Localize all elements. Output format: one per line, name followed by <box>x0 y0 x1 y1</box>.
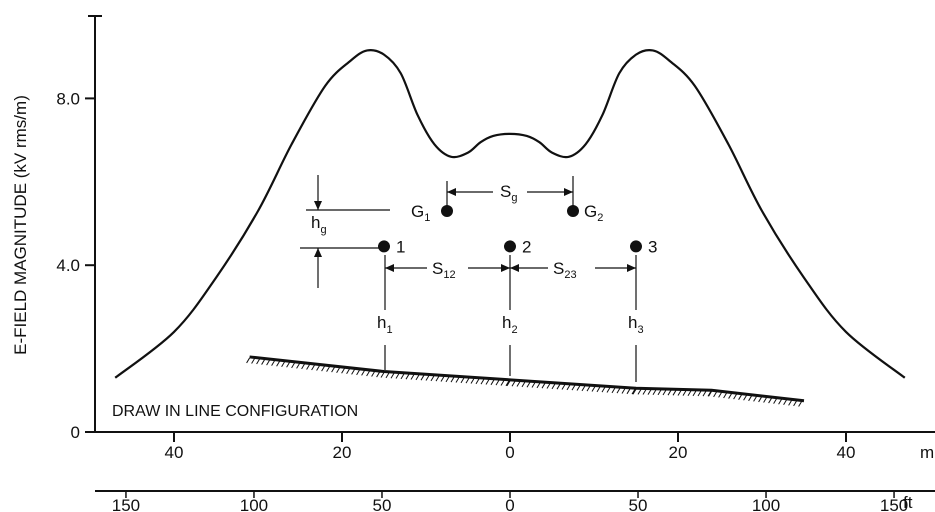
ground-hatching <box>246 357 803 407</box>
x-tick-label-ft: 100 <box>752 496 780 512</box>
label-h3: h3 <box>628 313 644 336</box>
x-ticks-meters: 40 20 0 20 40 <box>165 432 856 462</box>
ground-profile <box>246 355 805 407</box>
label-s23: S23 <box>553 259 577 281</box>
x-tick-label-m: 0 <box>505 443 514 462</box>
efield-curve <box>114 49 906 379</box>
phase-conductor-1 <box>378 240 390 253</box>
phase-conductor-label: 1 <box>396 237 405 256</box>
x-tick-label-ft: 150 <box>112 496 140 512</box>
y-tick-label: 0 <box>71 423 80 442</box>
ground-wire-label: G1 <box>411 202 430 224</box>
label-hg: hg <box>311 213 327 236</box>
phase-conductor-3 <box>630 240 642 253</box>
ground-wire-1 <box>441 204 453 217</box>
conductors: 1 2 3 G1 G2 <box>378 202 657 256</box>
y-tick-label: 4.0 <box>56 256 80 275</box>
phase-conductor-2 <box>504 240 516 253</box>
x-tick-label-ft: 50 <box>373 496 392 512</box>
x-tick-label-m: 40 <box>837 443 856 462</box>
y-axis-label: E-FIELD MAGNITUDE (kV rms/m) <box>11 95 30 355</box>
x-tick-label-ft: 50 <box>629 496 648 512</box>
y-tick-label: 8.0 <box>56 89 80 108</box>
y-ticks: 0 4.0 8.0 <box>56 89 95 442</box>
x-tick-label-ft: 100 <box>240 496 268 512</box>
ground-wire-2 <box>567 204 579 217</box>
x-tick-label-ft: 0 <box>505 496 514 512</box>
x-axis-unit-ft: ft <box>903 493 913 512</box>
label-sg: Sg <box>500 182 517 204</box>
label-s12: S12 <box>432 259 456 281</box>
configuration-annotation: DRAW IN LINE CONFIGURATION <box>112 403 358 420</box>
phase-conductor-label: 3 <box>648 237 657 256</box>
x-axis-unit-m: m <box>920 443 934 462</box>
ground-line <box>249 355 805 403</box>
label-h1: h1 <box>377 313 393 336</box>
ground-wire-label: G2 <box>584 202 603 224</box>
dimension-arrows <box>314 188 636 272</box>
x-tick-label-ft: 150 <box>880 496 908 512</box>
x-ticks-feet: 150 100 50 0 50 100 150 <box>112 491 908 512</box>
phase-conductor-label: 2 <box>522 237 531 256</box>
x-tick-label-m: 40 <box>165 443 184 462</box>
x-tick-label-m: 20 <box>669 443 688 462</box>
x-tick-label-m: 20 <box>333 443 352 462</box>
label-h2: h2 <box>502 313 518 336</box>
